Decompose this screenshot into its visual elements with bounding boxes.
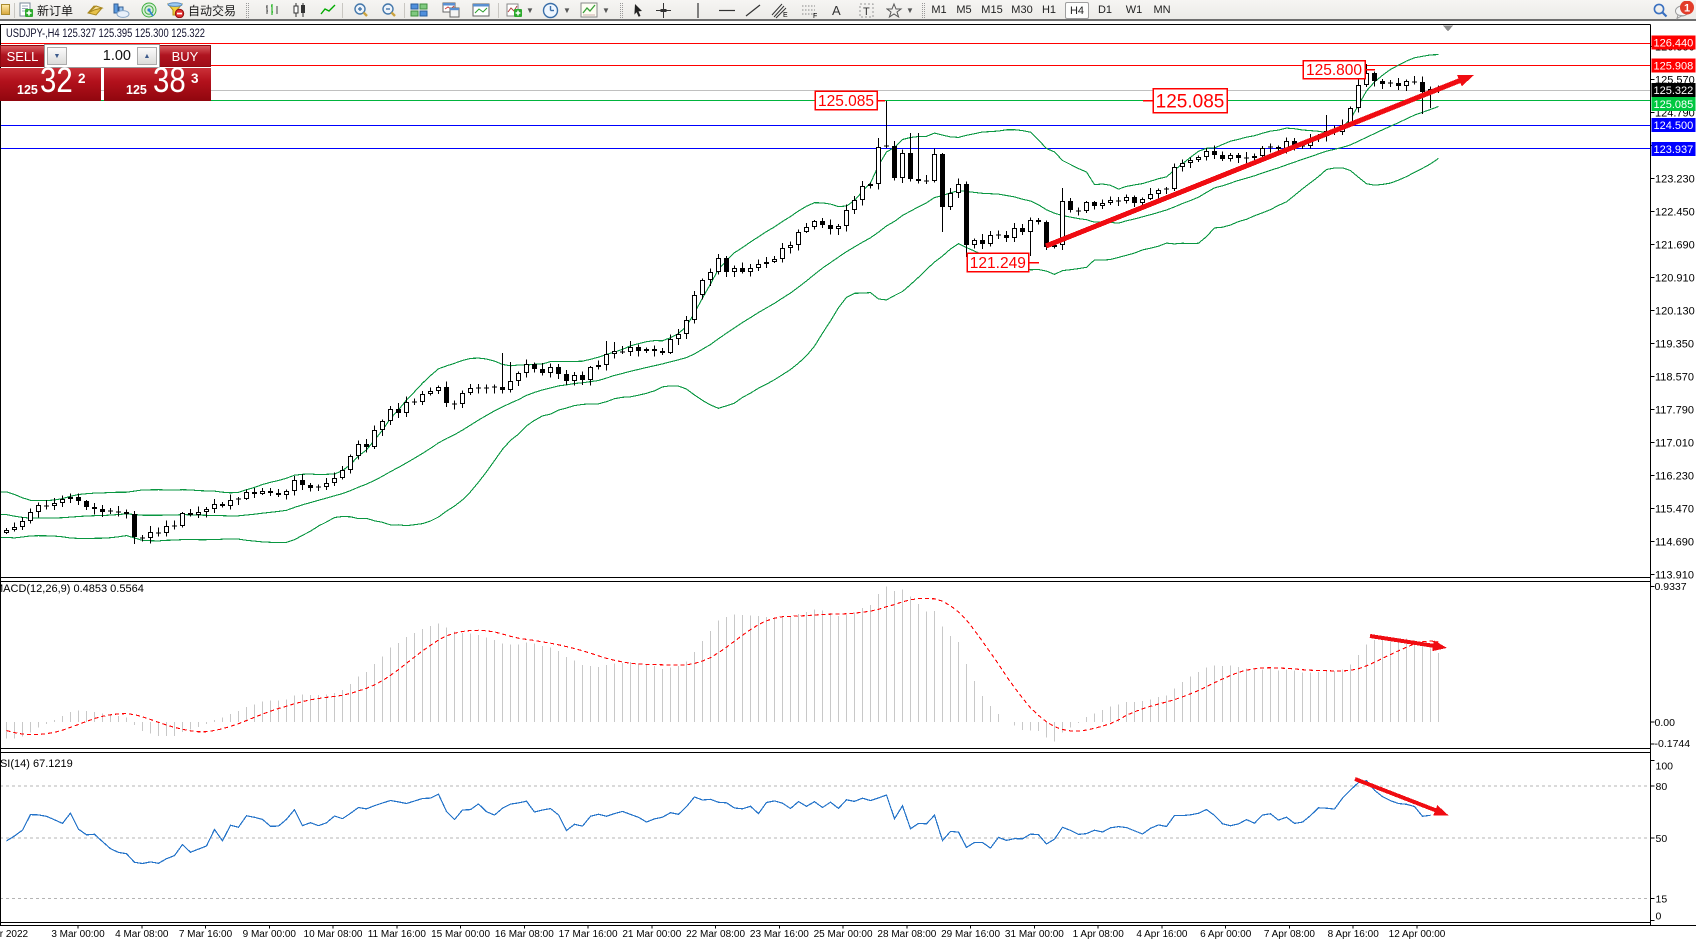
svg-text:125.908: 125.908 — [1654, 60, 1694, 72]
svg-text:114.690: 114.690 — [1655, 537, 1694, 549]
svg-text:126.440: 126.440 — [1654, 38, 1694, 50]
svg-text:125.085: 125.085 — [1156, 91, 1225, 112]
svg-text:4 Mar 08:00: 4 Mar 08:00 — [115, 929, 169, 940]
svg-text:15: 15 — [1656, 894, 1668, 906]
svg-text:124.500: 124.500 — [1654, 120, 1694, 132]
svg-text:16 Mar 08:00: 16 Mar 08:00 — [495, 929, 554, 940]
svg-text:120.130: 120.130 — [1655, 306, 1695, 318]
svg-text:50: 50 — [1656, 833, 1668, 845]
svg-text:0.00: 0.00 — [1655, 717, 1676, 729]
svg-text:22 Mar 08:00: 22 Mar 08:00 — [686, 929, 745, 940]
svg-text:8 Apr 16:00: 8 Apr 16:00 — [1328, 929, 1380, 940]
svg-text:121.690: 121.690 — [1655, 240, 1695, 252]
svg-text:11 Mar 16:00: 11 Mar 16:00 — [368, 929, 427, 940]
svg-text:117.790: 117.790 — [1655, 405, 1694, 417]
svg-text:115.470: 115.470 — [1655, 504, 1694, 516]
svg-text:USDJPY-,H4 125.327 125.395 12: USDJPY-,H4 125.327 125.395 125.300 125.3… — [6, 28, 205, 40]
svg-text:80: 80 — [1656, 781, 1668, 793]
svg-text:7 Apr 08:00: 7 Apr 08:00 — [1264, 929, 1316, 940]
svg-text:125.800: 125.800 — [1306, 62, 1362, 79]
svg-text:31 Mar 00:00: 31 Mar 00:00 — [1005, 929, 1064, 940]
svg-text:10 Mar 08:00: 10 Mar 08:00 — [304, 929, 363, 940]
svg-text:125.085: 125.085 — [1654, 99, 1694, 111]
svg-text:28 Mar 08:00: 28 Mar 08:00 — [877, 929, 936, 940]
svg-text:117.010: 117.010 — [1655, 438, 1694, 450]
svg-text:23 Mar 16:00: 23 Mar 16:00 — [750, 929, 809, 940]
svg-text:4 Apr 16:00: 4 Apr 16:00 — [1136, 929, 1188, 940]
svg-text:Mar 2022: Mar 2022 — [0, 929, 29, 940]
svg-text:9 Mar 00:00: 9 Mar 00:00 — [243, 929, 297, 940]
svg-text:F: F — [813, 13, 817, 19]
svg-text:17 Mar 16:00: 17 Mar 16:00 — [559, 929, 618, 940]
svg-text:T: T — [863, 6, 870, 18]
svg-text:125.322: 125.322 — [1654, 85, 1694, 97]
svg-text:6 Apr 00:00: 6 Apr 00:00 — [1200, 929, 1252, 940]
svg-text:122.450: 122.450 — [1655, 207, 1695, 219]
svg-text:7 Mar 16:00: 7 Mar 16:00 — [179, 929, 233, 940]
svg-text:25 Mar 00:00: 25 Mar 00:00 — [814, 929, 873, 940]
svg-text:3 Mar 00:00: 3 Mar 00:00 — [51, 929, 105, 940]
svg-text:116.230: 116.230 — [1655, 471, 1694, 483]
svg-text:1: 1 — [1684, 3, 1690, 15]
svg-text:0: 0 — [1656, 911, 1662, 923]
svg-text:29 Mar 16:00: 29 Mar 16:00 — [941, 929, 1000, 940]
svg-text:123.230: 123.230 — [1655, 174, 1695, 186]
svg-text:1 Apr 08:00: 1 Apr 08:00 — [1073, 929, 1125, 940]
svg-text:113.910: 113.910 — [1655, 570, 1694, 582]
svg-text:125.085: 125.085 — [818, 93, 874, 110]
svg-text:121.249: 121.249 — [970, 255, 1026, 272]
svg-text:120.910: 120.910 — [1655, 273, 1695, 285]
svg-text:0.9337: 0.9337 — [1655, 581, 1687, 593]
svg-text:12 Apr 00:00: 12 Apr 00:00 — [1389, 929, 1446, 940]
svg-text:100: 100 — [1656, 761, 1674, 773]
svg-text:119.350: 119.350 — [1655, 339, 1694, 351]
svg-text:15 Mar 00:00: 15 Mar 00:00 — [431, 929, 490, 940]
svg-text:21 Mar 00:00: 21 Mar 00:00 — [622, 929, 681, 940]
svg-text:E: E — [783, 12, 788, 19]
svg-text:RSI(14) 67.1219: RSI(14) 67.1219 — [0, 758, 73, 770]
svg-text:123.937: 123.937 — [1654, 144, 1694, 156]
svg-text:MACD(12,26,9) 0.4853 0.5564: MACD(12,26,9) 0.4853 0.5564 — [0, 583, 144, 595]
svg-text:118.570: 118.570 — [1655, 372, 1694, 384]
svg-text:-0.1744: -0.1744 — [1655, 738, 1691, 750]
